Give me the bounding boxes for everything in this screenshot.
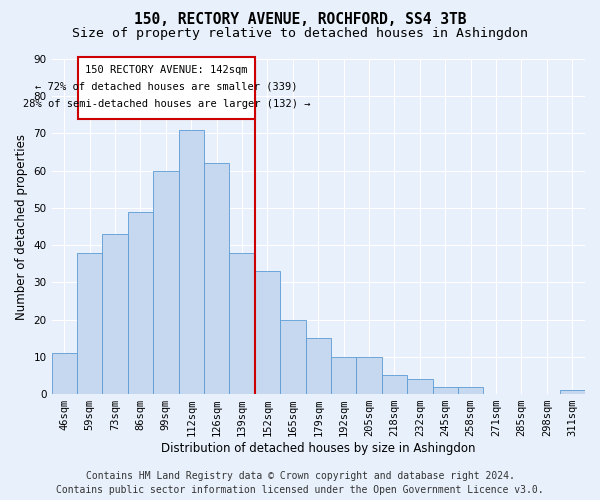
FancyBboxPatch shape <box>78 57 255 118</box>
Text: 150, RECTORY AVENUE, ROCHFORD, SS4 3TB: 150, RECTORY AVENUE, ROCHFORD, SS4 3TB <box>134 12 466 28</box>
Text: 28% of semi-detached houses are larger (132) →: 28% of semi-detached houses are larger (… <box>23 98 310 108</box>
X-axis label: Distribution of detached houses by size in Ashingdon: Distribution of detached houses by size … <box>161 442 476 455</box>
Bar <box>204 163 229 394</box>
Bar <box>229 252 255 394</box>
Bar <box>433 386 458 394</box>
Bar <box>153 170 179 394</box>
Bar <box>331 357 356 394</box>
Bar <box>305 338 331 394</box>
Bar <box>103 234 128 394</box>
Text: 150 RECTORY AVENUE: 142sqm: 150 RECTORY AVENUE: 142sqm <box>85 65 248 75</box>
Bar <box>458 386 484 394</box>
Bar <box>77 252 103 394</box>
Bar <box>356 357 382 394</box>
Bar <box>280 320 305 394</box>
Bar <box>407 379 433 394</box>
Bar <box>255 271 280 394</box>
Text: ← 72% of detached houses are smaller (339): ← 72% of detached houses are smaller (33… <box>35 82 298 92</box>
Text: Contains HM Land Registry data © Crown copyright and database right 2024.
Contai: Contains HM Land Registry data © Crown c… <box>56 471 544 495</box>
Bar <box>382 376 407 394</box>
Bar <box>128 212 153 394</box>
Bar <box>560 390 585 394</box>
Text: Size of property relative to detached houses in Ashingdon: Size of property relative to detached ho… <box>72 28 528 40</box>
Y-axis label: Number of detached properties: Number of detached properties <box>15 134 28 320</box>
Bar <box>52 353 77 394</box>
Bar <box>179 130 204 394</box>
